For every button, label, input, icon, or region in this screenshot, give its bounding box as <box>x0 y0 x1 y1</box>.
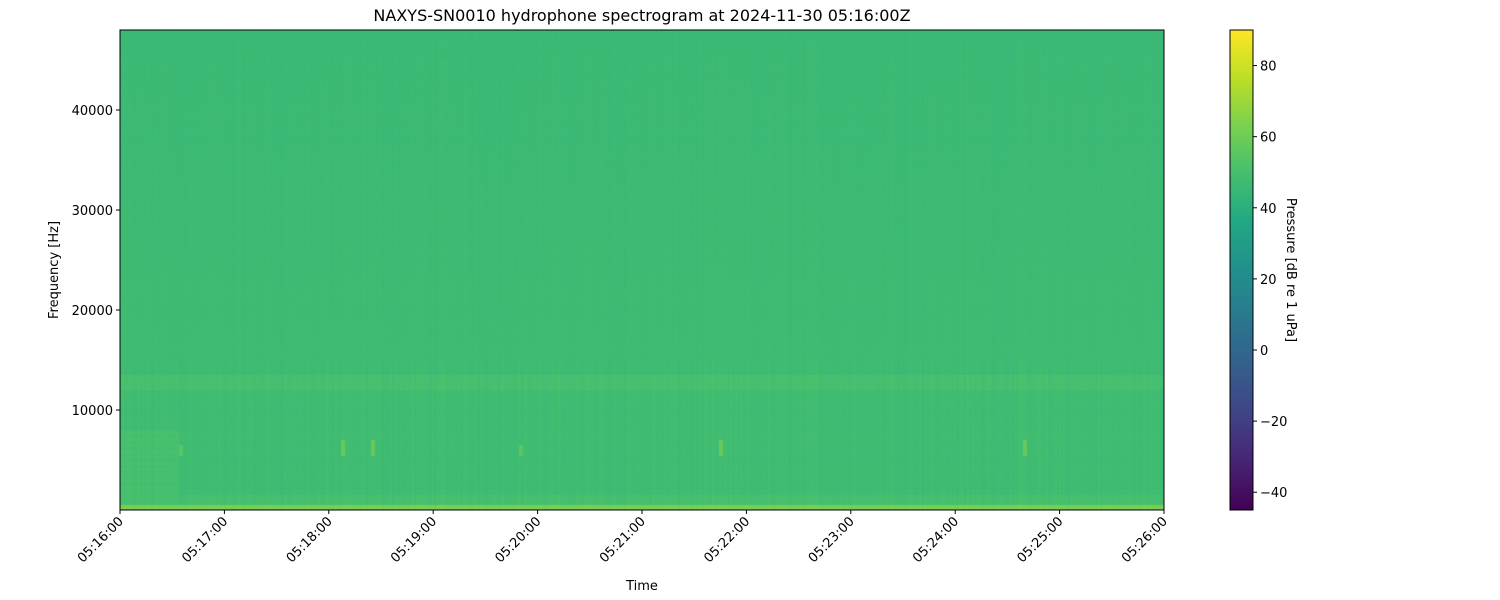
x-tick-label: 05:17:00 <box>179 514 231 566</box>
x-tick-label: 05:19:00 <box>388 514 440 566</box>
colorbar-tick-label: 40 <box>1260 202 1277 217</box>
x-tick-label: 05:16:00 <box>75 514 127 566</box>
colorbar-tick-label: 60 <box>1260 131 1277 146</box>
colorbar-label: Pressure [dB re 1 uPa] <box>1283 198 1298 342</box>
x-tick-label: 05:23:00 <box>806 514 858 566</box>
x-tick-label: 05:18:00 <box>284 514 336 566</box>
colorbar-tick-label: 20 <box>1260 273 1277 288</box>
y-tick-label: 40000 <box>72 104 113 119</box>
x-tick-label: 05:20:00 <box>493 514 545 566</box>
x-tick-label: 05:22:00 <box>701 514 753 566</box>
y-tick-label: 10000 <box>72 404 113 419</box>
x-tick-label: 05:25:00 <box>1015 514 1067 566</box>
chart-title: NAXYS-SN0010 hydrophone spectrogram at 2… <box>373 6 910 25</box>
colorbar-tick-label: −20 <box>1260 415 1287 430</box>
spectrogram-heatmap <box>120 30 1164 510</box>
colorbar-frame <box>1229 29 1254 511</box>
colorbar-tick-label: −40 <box>1260 486 1287 501</box>
y-tick-label: 30000 <box>72 204 113 219</box>
x-tick-label: 05:24:00 <box>910 514 962 566</box>
x-tick-label: 05:26:00 <box>1119 514 1171 566</box>
colorbar-tick-label: 80 <box>1260 60 1277 75</box>
x-tick-label: 05:21:00 <box>597 514 649 566</box>
y-axis-label: Frequency [Hz] <box>47 221 62 319</box>
colorbar-gradient <box>1230 30 1253 510</box>
colorbar-tick-label: 0 <box>1260 344 1268 359</box>
x-axis-label: Time <box>625 579 658 594</box>
plot-frame <box>119 29 1165 511</box>
y-tick-label: 20000 <box>72 304 113 319</box>
